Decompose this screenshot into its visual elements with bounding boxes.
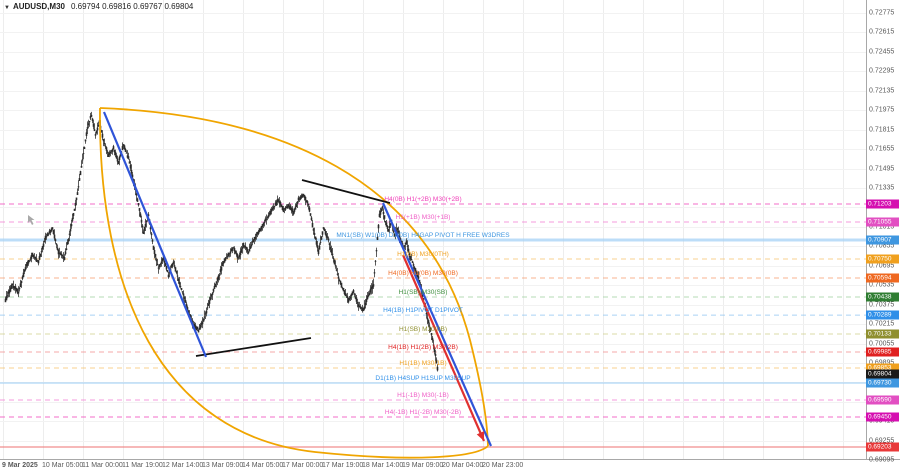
time-tick-label: 13 Mar 09:00 [202,462,244,469]
price-tick-label: 0.72455 [869,48,895,56]
price-tick-label: 0.70695 [869,262,895,270]
level-timeframe-label: H4(1B) H1(2B) M30(2B) [388,344,458,351]
level-price-tag: 0.69853 [866,363,899,373]
level-price-tag: 0.70907 [866,235,899,245]
level-timeframe-label: H1(+1B) M30(+1B) [395,213,451,221]
level-price-tag: 0.70289 [866,310,899,320]
price-tick-label: 0.71495 [869,165,895,173]
level-timeframe-label: H4(-1B) H1(-2B) M30(-2B) [384,409,462,416]
level-price-tag: 0.69985 [866,347,899,357]
support-black-trendline[interactable] [195,337,312,357]
level-price-tag: 0.71203 [866,199,899,209]
level-timeframe-label: H4(1B) H1PIVOT D1PIVOT [383,307,463,315]
price-tick-label: 0.71335 [869,184,895,192]
time-tick-label: 17 Mar 19:00 [322,462,364,469]
ellipse-lower-arc[interactable] [99,107,489,459]
price-tick-label: 0.71815 [869,126,895,134]
time-tick-label: 20 Mar 04:00 [442,462,484,469]
ohlc-high: 0.69816 [102,2,132,11]
time-tick-label: 11 Mar 00:00 [82,462,123,469]
level-timeframe-label: MN1(SB) W1(0B) D1(0B) H4GAP PIVOT H FREE… [336,231,510,239]
resistance-black-trendline[interactable] [301,179,391,204]
level-timeframe-label: H1(-1B) M30(-1B) [397,392,449,399]
time-axis[interactable] [0,459,900,474]
price-tick-label: 0.70055 [869,340,895,347]
level-price-tag: 0.70438 [866,292,899,302]
level-timeframe-label: D1(1B) H4SUP H1SUP M30SUP [375,374,471,382]
price-tick-label: 0.71655 [869,145,895,153]
price-tick-label: 0.72295 [869,67,895,75]
time-tick-label: 20 Mar 23:00 [482,462,524,469]
price-tick-label: 0.69255 [869,437,895,445]
time-tick-label: 14 Mar 05:00 [242,462,284,469]
level-price-tag: 0.69730 [866,378,899,388]
sell-arrow-line[interactable] [401,254,486,442]
level-timeframe-label: H1(0B) M30(0TH) [397,251,449,259]
time-tick-label: 19 Mar 09:00 [402,462,444,469]
level-timeframe-label: H4(0B) H1(+2B) M30(+2B) [384,196,462,203]
level-timeframe-label: H4(0B) H1(0B) M30(0B) [388,270,458,277]
price-tick-label: 0.69095 [869,456,895,464]
time-tick-label: 17 Mar 00:00 [282,462,324,469]
candles-series[interactable] [4,111,439,372]
ohlc-low: 0.69767 [133,2,163,11]
blue-trendline-1[interactable] [102,111,208,358]
symbol-period-label: AUDUSD,M30 [12,2,65,11]
price-tick-label: 0.72615 [869,28,895,36]
time-tick-label: 18 Mar 14:00 [362,462,404,469]
level-price-tag: 0.71055 [866,217,899,227]
level-price-tag: 0.70594 [866,273,899,283]
price-tick-label: 0.71975 [869,106,895,114]
level-timeframe-label: H1(SB) M30(SB) [398,288,448,296]
time-tick-label: 12 Mar 14:00 [162,462,204,469]
price-tick-label: 0.70535 [869,281,895,289]
time-tick-label: 9 Mar 2025 [2,462,38,469]
ohlc-open: 0.69794 [70,2,100,11]
level-price-tag: 0.69590 [866,395,899,405]
ellipse-upper-arc[interactable] [99,107,489,447]
price-tick-label: 0.70375 [869,301,895,309]
level-price-tag: 0.69203 [866,442,899,452]
ohlc-close: 0.69804 [164,2,194,11]
level-price-tag: 0.69450 [866,412,899,422]
chart-title: ▼ AUDUSD,M30 0.69794 0.69816 0.69767 0.698… [4,2,193,11]
price-tick-label: 0.70215 [869,320,895,328]
price-tick-label: 0.72135 [869,87,895,95]
level-timeframe-label: H1(1B) M30(1B) [399,360,447,368]
price-tick-label: 0.69895 [869,359,899,366]
time-tick-label: 11 Mar 19:00 [122,462,163,469]
time-tick-label: 10 Mar 05:00 [42,462,84,469]
level-price-tag: 0.70750 [866,254,899,264]
level-price-tag: 0.70133 [866,329,899,339]
current-price-tag: 0.69804 [866,369,899,379]
sell-arrowhead-icon [476,431,485,441]
price-tick-label: 0.70855 [869,242,895,250]
level-timeframe-label: H1(SB) M30(0B) [398,326,448,334]
price-tick-label: 0.71015 [869,223,895,231]
price-tick-label: 0.72775 [869,9,895,17]
scroll-marker-icon: ▼ [4,5,10,11]
mouse-cursor-icon [28,215,35,225]
blue-trendline-2[interactable] [381,202,493,447]
